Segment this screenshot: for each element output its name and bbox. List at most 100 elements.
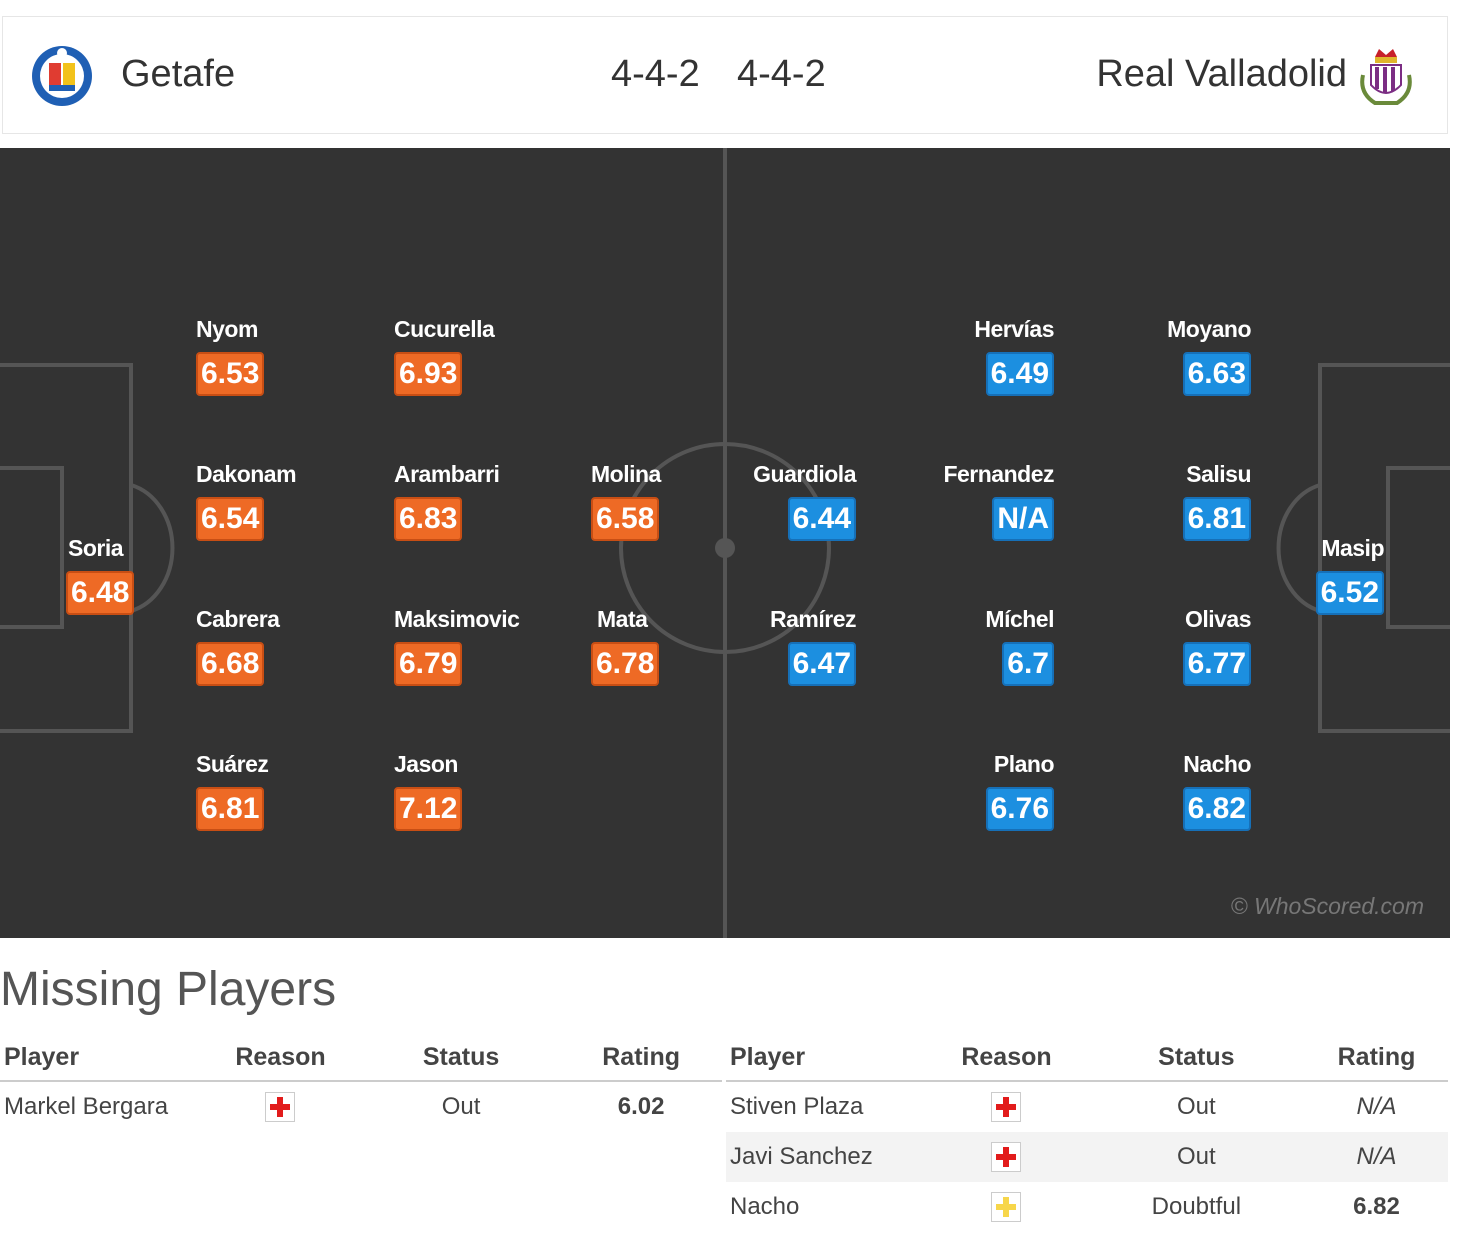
player-name: Mata bbox=[597, 606, 648, 632]
player-name: Maksimovic bbox=[394, 606, 520, 632]
player-rating: 6.79 bbox=[394, 642, 463, 686]
valladolid-crest-icon[interactable] bbox=[1355, 45, 1417, 107]
player-rating: 6.81 bbox=[196, 787, 265, 831]
missing-status: Out bbox=[1177, 1143, 1216, 1170]
player-name: Salisu bbox=[1186, 461, 1251, 487]
table-row: Nacho Doubtful 6.82 bbox=[726, 1182, 1448, 1232]
player-rating: 6.82 bbox=[1182, 787, 1251, 831]
table-row: Javi Sanchez Out N/A bbox=[726, 1132, 1448, 1182]
player-card[interactable]: Nyom 6.53 bbox=[196, 316, 336, 396]
player-rating: 6.81 bbox=[1182, 497, 1251, 541]
player-rating: 6.53 bbox=[196, 352, 265, 396]
player-card[interactable]: Olivas 6.77 bbox=[1111, 606, 1252, 686]
player-rating: 6.48 bbox=[66, 571, 135, 615]
player-card[interactable]: Salisu 6.81 bbox=[1111, 461, 1252, 541]
missing-player-name[interactable]: Stiven Plaza bbox=[730, 1093, 864, 1120]
player-card[interactable]: Fernandez N/A bbox=[914, 461, 1055, 541]
injury-icon bbox=[991, 1092, 1022, 1122]
player-card[interactable]: Ramírez 6.47 bbox=[716, 606, 857, 686]
missing-player-name[interactable]: Nacho bbox=[730, 1193, 800, 1220]
player-card[interactable]: Arambarri 6.83 bbox=[394, 461, 534, 541]
player-card[interactable]: Maksimovic 6.79 bbox=[394, 606, 534, 686]
missing-status: Out bbox=[1177, 1093, 1216, 1120]
player-name: Hervías bbox=[974, 316, 1054, 342]
player-rating: 6.77 bbox=[1182, 642, 1251, 686]
player-rating: N/A bbox=[992, 497, 1054, 541]
player-name: Molina bbox=[591, 461, 661, 487]
player-name: Moyano bbox=[1167, 316, 1251, 342]
away-formation: 4-4-2 bbox=[737, 53, 826, 95]
missing-status: Out bbox=[441, 1093, 481, 1120]
home-missing-table: Player Reason Status Rating Markel Berga… bbox=[0, 1034, 722, 1132]
player-rating: 6.78 bbox=[591, 642, 660, 686]
col-status[interactable]: Status bbox=[422, 1042, 500, 1071]
col-reason[interactable]: Reason bbox=[961, 1042, 1052, 1071]
player-rating: 6.76 bbox=[985, 787, 1054, 831]
missing-rating: 6.82 bbox=[1353, 1193, 1400, 1220]
player-card[interactable]: Jason 7.12 bbox=[394, 751, 534, 831]
missing-player-name[interactable]: Markel Bergara bbox=[4, 1093, 169, 1120]
doubtful-icon bbox=[991, 1192, 1022, 1222]
player-name: Guardiola bbox=[753, 461, 856, 487]
whoscored-watermark: © WhoScored.com bbox=[1230, 893, 1424, 919]
player-name: Jason bbox=[394, 751, 458, 777]
player-card[interactable]: Suárez 6.81 bbox=[196, 751, 336, 831]
player-card[interactable]: Nacho 6.82 bbox=[1111, 751, 1252, 831]
missing-rating: N/A bbox=[1356, 1143, 1397, 1170]
player-card[interactable]: Guardiola 6.44 bbox=[716, 461, 857, 541]
player-rating: 6.93 bbox=[394, 352, 463, 396]
player-rating: 6.63 bbox=[1182, 352, 1251, 396]
col-rating[interactable]: Rating bbox=[1337, 1042, 1416, 1071]
player-name: Masip bbox=[1321, 535, 1384, 561]
player-rating: 6.52 bbox=[1315, 571, 1384, 615]
player-name: Fernandez bbox=[943, 461, 1054, 487]
home-formation: 4-4-2 bbox=[611, 53, 700, 95]
col-rating[interactable]: Rating bbox=[602, 1042, 681, 1071]
col-player[interactable]: Player bbox=[730, 1042, 806, 1071]
player-name: Arambarri bbox=[394, 461, 500, 487]
table-row: Markel Bergara Out 6.02 bbox=[0, 1081, 722, 1132]
player-card[interactable]: Hervías 6.49 bbox=[914, 316, 1055, 396]
player-card[interactable]: Masip 6.52 bbox=[1244, 535, 1385, 615]
pitch: Nyom 6.53 Cucurella 6.93 Dakonam 6.54 Ar… bbox=[0, 148, 1450, 938]
table-row: Stiven Plaza Out N/A bbox=[726, 1081, 1448, 1132]
player-card[interactable]: Soria 6.48 bbox=[66, 535, 206, 615]
col-reason[interactable]: Reason bbox=[235, 1042, 326, 1071]
getafe-crest-icon[interactable] bbox=[31, 45, 93, 107]
player-rating: 6.49 bbox=[985, 352, 1054, 396]
player-rating: 6.68 bbox=[196, 642, 265, 686]
player-rating: 6.44 bbox=[787, 497, 856, 541]
player-rating: 7.12 bbox=[394, 787, 463, 831]
player-card[interactable]: Mata 6.78 bbox=[591, 606, 731, 686]
player-card[interactable]: Cabrera 6.68 bbox=[196, 606, 336, 686]
player-card[interactable]: Cucurella 6.93 bbox=[394, 316, 534, 396]
col-status[interactable]: Status bbox=[1158, 1042, 1235, 1071]
player-card[interactable]: Plano 6.76 bbox=[914, 751, 1055, 831]
player-card[interactable]: Molina 6.58 bbox=[591, 461, 731, 541]
missing-player-name[interactable]: Javi Sanchez bbox=[730, 1143, 873, 1170]
home-team-name[interactable]: Getafe bbox=[121, 53, 236, 95]
pitch-lines bbox=[0, 148, 1450, 938]
missing-rating: N/A bbox=[1356, 1093, 1397, 1120]
player-name: Míchel bbox=[985, 606, 1054, 632]
player-name: Plano bbox=[993, 751, 1055, 777]
away-team-name[interactable]: Real Valladolid bbox=[1096, 53, 1347, 95]
player-rating: 6.47 bbox=[787, 642, 856, 686]
col-player[interactable]: Player bbox=[4, 1042, 80, 1071]
player-rating: 6.54 bbox=[196, 497, 265, 541]
injury-icon bbox=[265, 1092, 296, 1122]
injury-icon bbox=[991, 1142, 1022, 1172]
player-card[interactable]: Dakonam 6.54 bbox=[196, 461, 336, 541]
player-rating: 6.83 bbox=[394, 497, 463, 541]
player-name: Cabrera bbox=[196, 606, 280, 632]
missing-rating: 6.02 bbox=[617, 1093, 665, 1120]
away-missing-table: Player Reason Status Rating Stiven Plaza… bbox=[726, 1034, 1448, 1232]
match-header: Getafe 4-4-2 4-4-2 Real Valladolid bbox=[2, 16, 1448, 134]
player-name: Nacho bbox=[1183, 751, 1251, 777]
player-name: Soria bbox=[68, 535, 124, 561]
player-card[interactable]: Míchel 6.7 bbox=[914, 606, 1055, 686]
missing-status: Doubtful bbox=[1151, 1193, 1242, 1220]
player-name: Olivas bbox=[1184, 606, 1252, 632]
player-card[interactable]: Moyano 6.63 bbox=[1111, 316, 1252, 396]
player-name: Ramírez bbox=[770, 606, 856, 632]
